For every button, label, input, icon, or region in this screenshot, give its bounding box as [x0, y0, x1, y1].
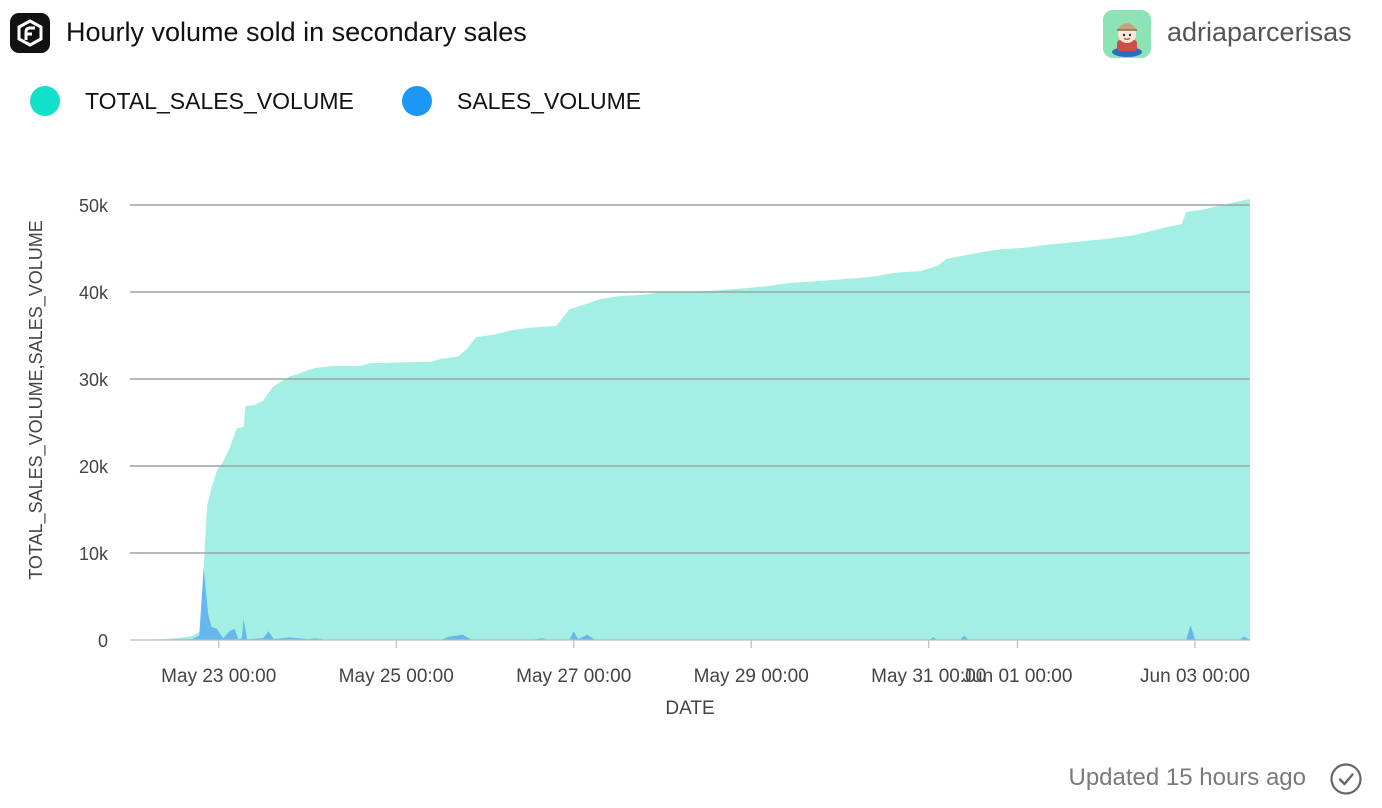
x-tick-label: May 27 00:00 [516, 666, 631, 687]
legend-swatch [402, 86, 432, 116]
area-chart-svg[interactable]: 0 10k 20k 30k 40k 50k May 23 00:00 May 25 00:00… [0, 130, 1382, 730]
legend-swatch [30, 86, 60, 116]
chart-area[interactable]: 0 10k 20k 30k 40k 50k May 23 00:00 May 25 00:00… [0, 130, 1382, 730]
check-circle-icon[interactable] [1329, 762, 1363, 796]
user-avatar-icon[interactable] [1103, 10, 1151, 58]
y-axis-title: TOTAL_SALES_VOLUME,SALES_VOLUME [26, 220, 47, 579]
x-tick-label: May 23 00:00 [161, 666, 276, 687]
y-tick-label: 20k [79, 457, 109, 477]
x-tick-label: May 29 00:00 [694, 666, 809, 687]
x-tick-label: Jun 03 00:00 [1140, 666, 1250, 687]
updated-timestamp: Updated 15 hours ago [1068, 764, 1306, 791]
series-area-total-sales-volume[interactable] [130, 198, 1250, 640]
axes: 0 10k 20k 30k 40k 50k May 23 00:00 May 25 00:00… [79, 196, 1250, 687]
x-tick-label: May 25 00:00 [339, 666, 454, 687]
y-tick-label: 40k [79, 283, 109, 303]
author-name[interactable]: adriaparcerisas [1167, 17, 1352, 47]
series-areas [130, 198, 1250, 640]
y-tick-label: 10k [79, 544, 109, 564]
y-tick-label: 30k [79, 370, 109, 390]
legend-label: TOTAL_SALES_VOLUME [85, 88, 354, 114]
x-tick-label: Jun 01 00:00 [963, 666, 1073, 687]
flipside-logo-icon [10, 13, 50, 53]
chart-footer: Updated 15 hours ago [0, 756, 1382, 800]
y-tick-label: 50k [79, 196, 109, 216]
x-axis-title: DATE [665, 698, 714, 719]
chart-title: Hourly volume sold in secondary sales [66, 17, 527, 47]
y-tick-label: 0 [98, 631, 108, 651]
chart-header: Hourly volume sold in secondary sales ad… [0, 0, 1382, 70]
x-tick-label: May 31 00:00 [871, 666, 986, 687]
legend-label: SALES_VOLUME [457, 88, 642, 114]
